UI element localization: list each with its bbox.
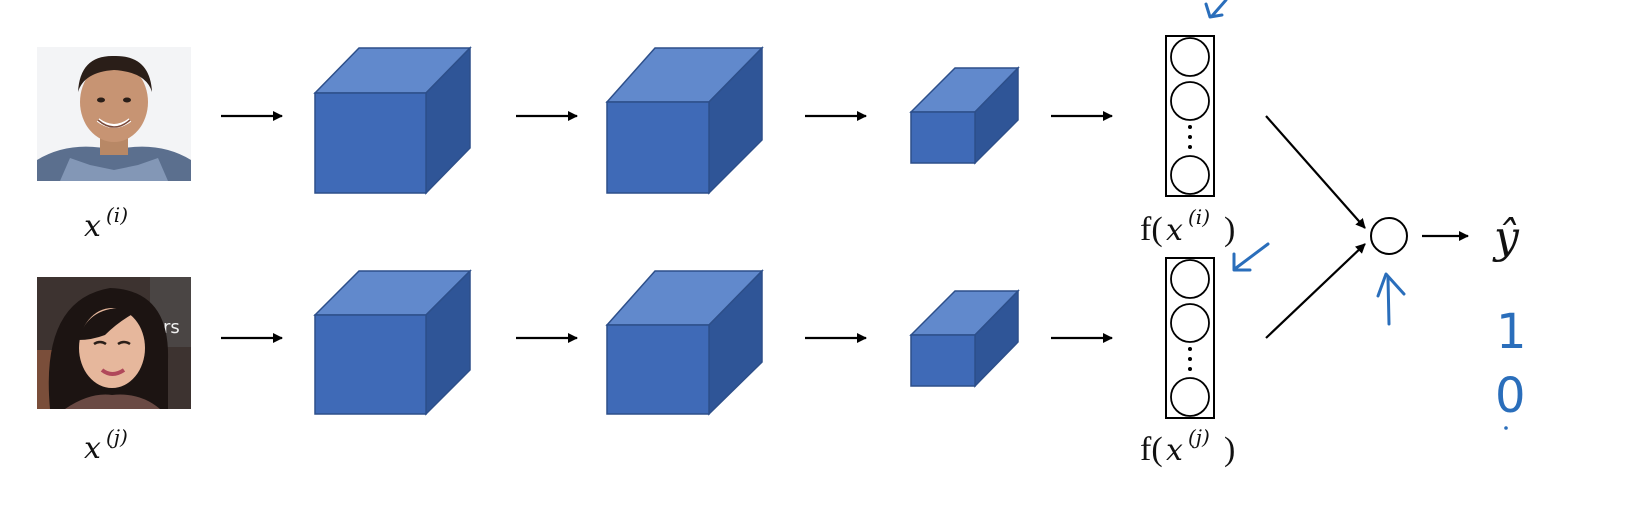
encoding-vector-top <box>1165 35 1215 197</box>
encoding-label-top-sup: (i) <box>1188 205 1210 229</box>
merge-arrow-top <box>1265 115 1366 229</box>
input-label-top-sup: (i) <box>106 203 128 227</box>
encoding-label-top-close: ) <box>1224 211 1235 248</box>
conv-block-top-2 <box>605 46 764 195</box>
handwritten-annotations: 1 0 <box>1204 0 1527 430</box>
conv-block-top-3 <box>909 66 1020 165</box>
conv-block-top-1 <box>313 46 472 195</box>
photo-sign-text: rs <box>163 317 180 338</box>
input-label-bottom-sup: (j) <box>106 425 128 449</box>
input-photo-top <box>37 47 191 181</box>
encoding-vector-bottom <box>1165 257 1215 419</box>
input-label-bottom-base: x <box>84 431 101 466</box>
output-label-yhat: ŷ <box>1492 212 1520 263</box>
encoding-label-bottom-close: ) <box>1224 431 1235 468</box>
encoding-label-top: f( x (i) ) <box>1140 205 1235 248</box>
conv-block-bottom-2 <box>605 269 764 416</box>
conv-block-bottom-3 <box>909 289 1020 388</box>
merge-arrows <box>1265 115 1366 339</box>
encoding-label-bottom-base: x <box>1166 433 1183 468</box>
ink-arrow-node <box>1376 272 1406 326</box>
input-photo-bottom: rs <box>37 277 191 409</box>
merge-arrow-bottom <box>1265 243 1366 339</box>
input-label-bottom: x (j) <box>84 425 128 466</box>
encoding-label-bottom: f( x (j) ) <box>1140 425 1235 468</box>
encoding-label-top-base: x <box>1166 213 1183 248</box>
encoding-label-top-func: f( <box>1140 211 1163 248</box>
input-label-top: x (i) <box>84 203 128 244</box>
logistic-unit-node <box>1370 217 1408 255</box>
ink-value-one: 1 <box>1496 304 1527 360</box>
ink-arrow-encoding <box>1232 242 1270 272</box>
encoding-label-bottom-func: f( <box>1140 431 1163 468</box>
conv-block-bottom-1 <box>313 269 472 416</box>
ink-value-zero: 0 <box>1495 368 1526 424</box>
encoding-label-bottom-sup: (j) <box>1188 425 1210 449</box>
input-label-top-base: x <box>84 209 101 244</box>
ink-arrow-top-edge <box>1204 0 1228 19</box>
